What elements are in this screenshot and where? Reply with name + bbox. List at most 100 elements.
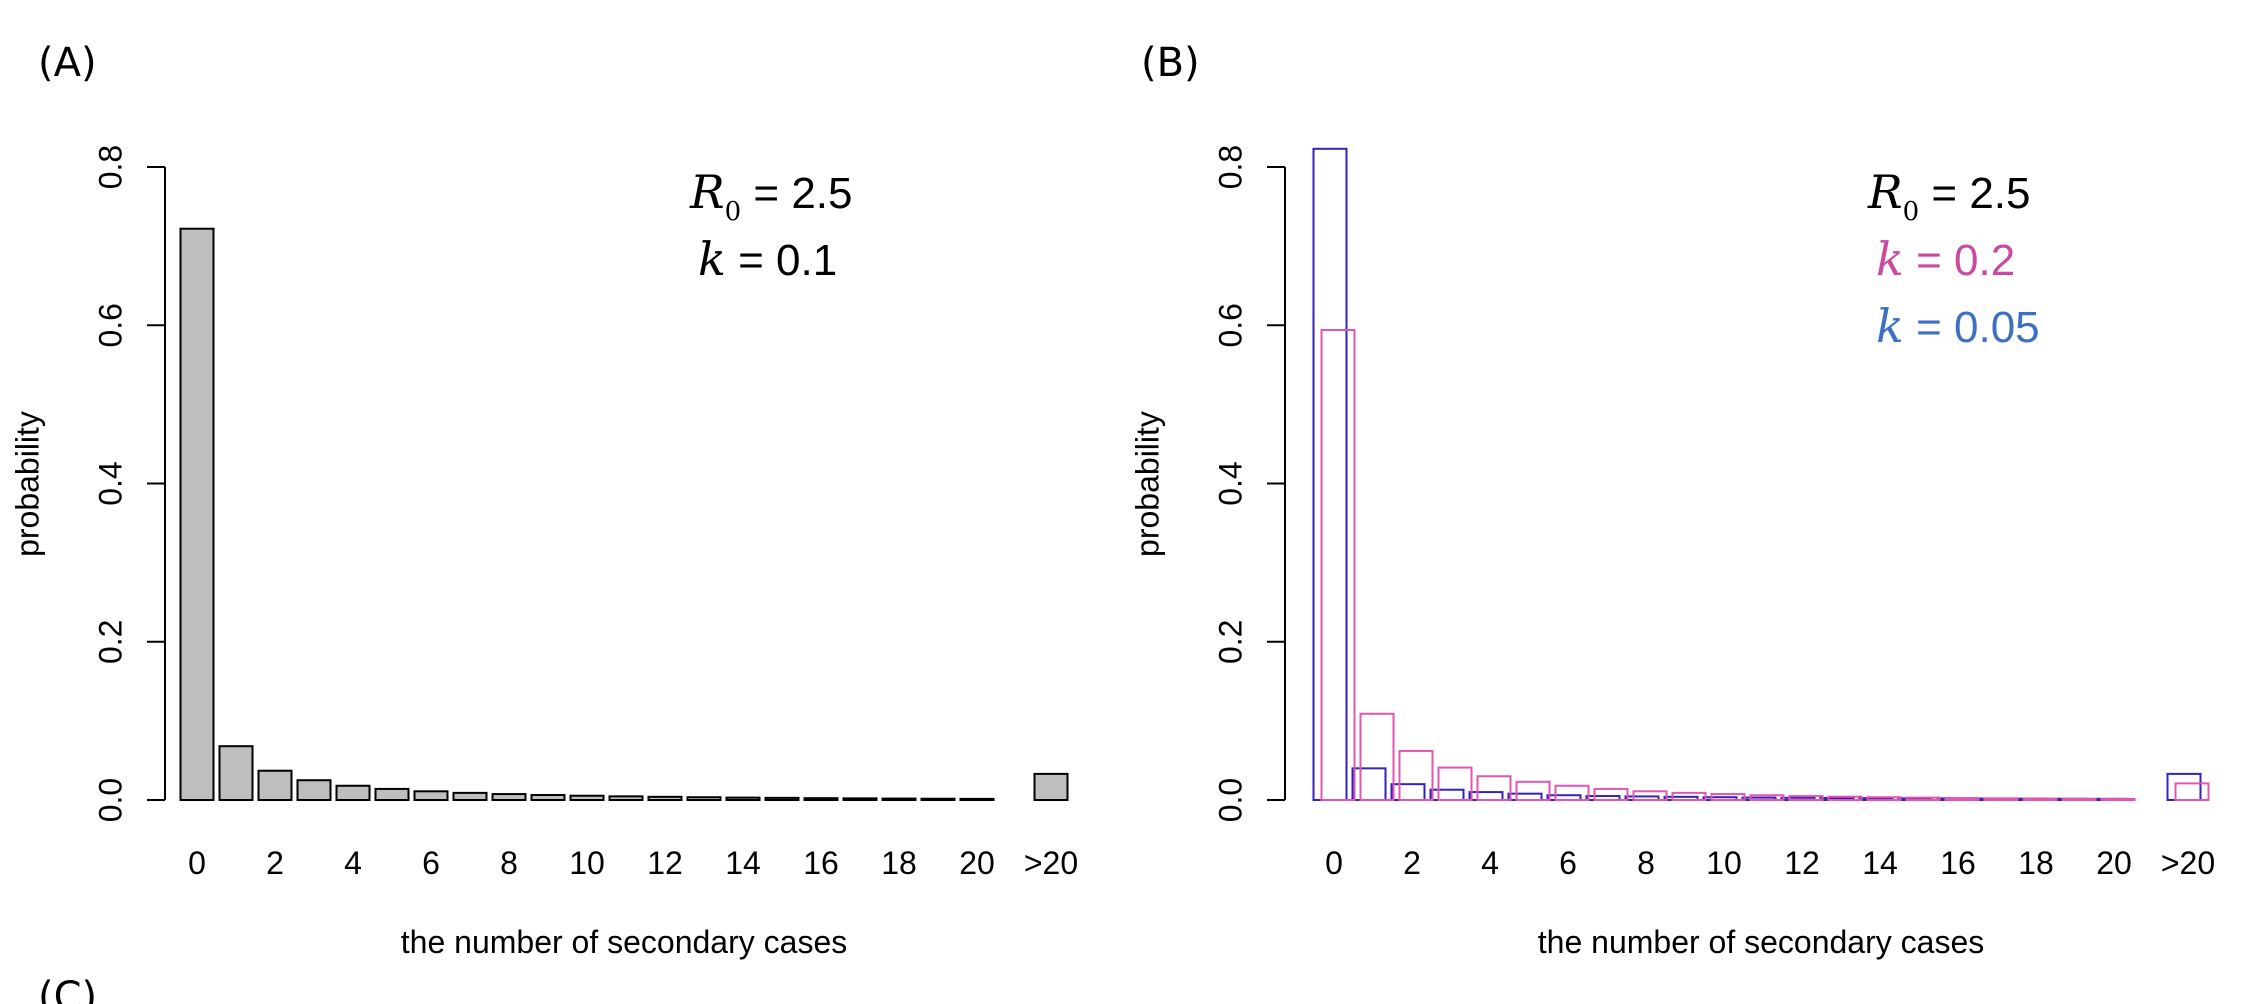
x-tick-label: 0 (188, 845, 206, 881)
x-tick-label: >20 (1024, 845, 1078, 881)
bar (2100, 797, 2136, 801)
bar (1710, 793, 1746, 801)
bar (1515, 780, 1551, 802)
x-tick-label: 4 (1481, 845, 1499, 881)
bar (1320, 328, 1356, 801)
bar (1033, 772, 1069, 801)
annotation-symbol: k (1876, 299, 1904, 353)
x-tick-label: 12 (1784, 845, 1820, 881)
y-tick-label: 0.8 (1212, 145, 1248, 189)
annotation: k = 0.05 (1876, 299, 2040, 353)
x-tick-label: >20 (2161, 845, 2215, 881)
bar (1351, 767, 1387, 801)
bar (374, 787, 410, 801)
annotation-symbol: k (1876, 232, 1904, 286)
y-tick-label: 0.6 (92, 303, 128, 347)
bar (647, 795, 683, 802)
x-tick-label: 6 (422, 845, 440, 881)
bar (218, 745, 254, 802)
y-axis-label: probability (1129, 411, 1165, 557)
bar (764, 796, 800, 802)
bar (1866, 796, 1902, 802)
bar (1429, 788, 1465, 801)
x-tick-label: 6 (1559, 845, 1577, 881)
bar (1390, 783, 1426, 801)
y-tick-label: 0.2 (1212, 620, 1248, 664)
bar (1437, 766, 1473, 802)
annotation: R0 = 2.5 (1867, 165, 2031, 227)
bar (1554, 784, 1590, 802)
bar (1749, 794, 1785, 802)
bar (2061, 797, 2097, 801)
bar (1359, 712, 1395, 801)
annotation-value: = 2.5 (741, 169, 852, 218)
x-tick-label: 4 (344, 845, 362, 881)
annotation-subscript: 0 (725, 197, 742, 227)
x-tick-label: 10 (569, 845, 605, 881)
y-tick-label: 0.8 (92, 145, 128, 189)
bar (959, 797, 995, 802)
x-tick-label: 2 (266, 845, 284, 881)
x-tick-label: 20 (2096, 845, 2132, 881)
annotation-symbol: k (698, 232, 726, 286)
bar (1788, 795, 1824, 802)
bar (257, 769, 293, 802)
x-tick-label: 14 (725, 845, 761, 881)
x-tick-label: 16 (803, 845, 839, 881)
annotation: k = 0.2 (1876, 232, 2015, 286)
y-tick-label: 0.4 (1212, 461, 1248, 505)
x-tick-label: 12 (647, 845, 683, 881)
x-tick-label: 18 (881, 845, 917, 881)
bar (842, 797, 878, 802)
bar (2166, 772, 2202, 801)
x-tick-label: 18 (2018, 845, 2054, 881)
y-axis-label: probability (9, 411, 45, 557)
bar (2022, 797, 2058, 801)
y-tick-label: 0.0 (92, 778, 128, 822)
annotation-symbol: R (689, 165, 725, 219)
bar (1312, 147, 1348, 801)
bar (452, 791, 488, 801)
annotation-value: = 2.5 (1919, 169, 2030, 218)
bar (1671, 791, 1707, 801)
panel-a-chart: (A) 0.0 0.2 0.4 0.6 0.8 probability 0 2 4 6 8 10 12 14… (9, 40, 1078, 960)
bar (179, 227, 215, 801)
x-tick-label: 0 (1325, 845, 1343, 881)
bar (335, 784, 371, 802)
bar (569, 794, 605, 801)
x-tick-label: 20 (959, 845, 995, 881)
panel-label: (A) (38, 40, 97, 86)
x-axis-label: the number of secondary cases (401, 924, 847, 960)
x-tick-label: 8 (500, 845, 518, 881)
y-tick-label: 0.6 (1212, 303, 1248, 347)
bar (1632, 790, 1668, 802)
y-tick-label: 0.2 (92, 620, 128, 664)
bar (296, 779, 332, 801)
bar (881, 797, 917, 801)
panel-label: (B) (1141, 40, 1200, 86)
bar (413, 790, 449, 802)
x-axis-label: the number of secondary cases (1538, 924, 1984, 960)
y-tick-label: 0.0 (1212, 778, 1248, 822)
bar (530, 794, 566, 802)
y-tick-label: 0.4 (92, 461, 128, 505)
bar (1468, 791, 1504, 802)
annotation: k = 0.1 (698, 232, 837, 286)
annotation-symbol: R (1867, 165, 1903, 219)
annotation-value: = 0.05 (1904, 303, 2040, 352)
bar (920, 797, 956, 802)
bar (686, 796, 722, 802)
bar (1983, 797, 2019, 802)
x-tick-label: 14 (1862, 845, 1898, 881)
bar (1476, 775, 1512, 802)
bar (1944, 797, 1980, 801)
panel-c-label: (C) (38, 974, 97, 1004)
bar (1593, 787, 1629, 801)
annotation-subscript: 0 (1903, 197, 1920, 227)
bar (491, 793, 527, 801)
bar (608, 795, 644, 801)
x-tick-label: 2 (1403, 845, 1421, 881)
x-tick-label: 16 (1940, 845, 1976, 881)
bar (1905, 796, 1941, 801)
